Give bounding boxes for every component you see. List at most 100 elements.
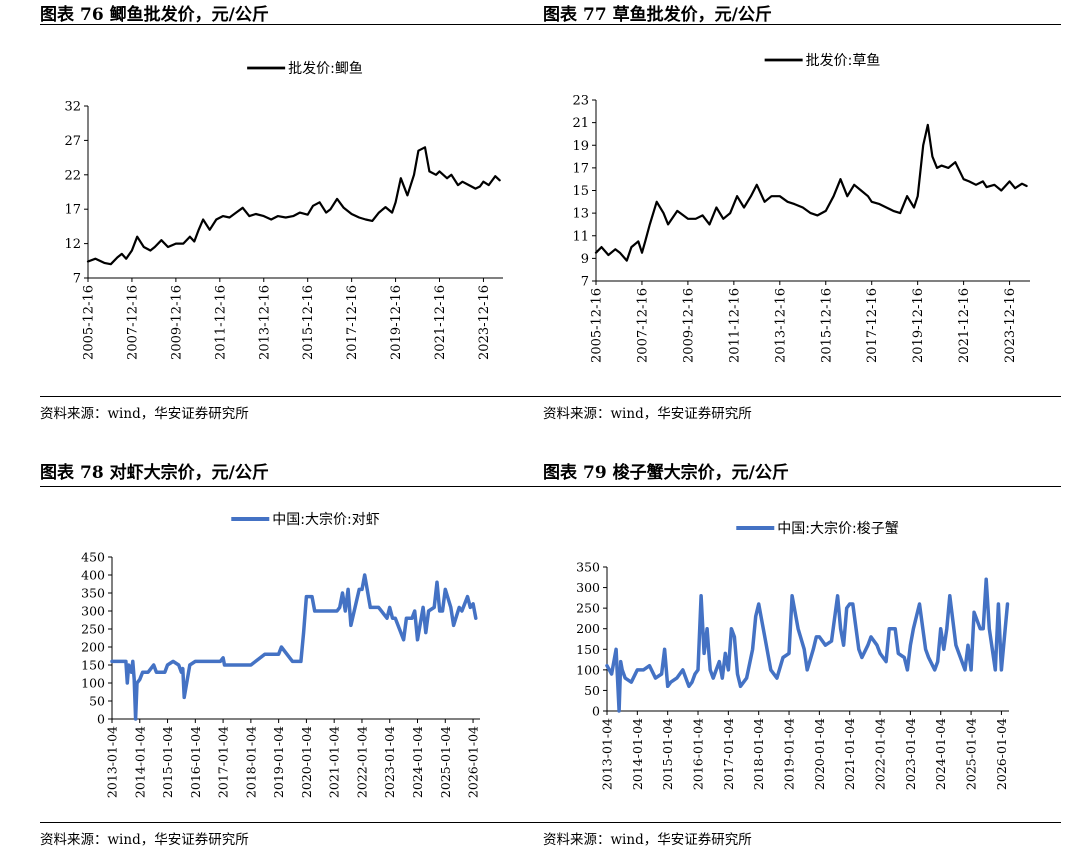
y-tick-label: 450: [81, 550, 105, 565]
legend: 批发价:草鱼: [764, 52, 881, 69]
x-tick-label: 2017-01-04: [721, 718, 736, 790]
legend: 中国:大宗价:梭子蟹: [736, 520, 899, 537]
source-note: 资料来源：wind，华安证券研究所: [40, 832, 249, 848]
title-number: 79: [583, 463, 607, 483]
x-tick-label: 2019-01-04: [271, 726, 286, 798]
x-tick-label: 2009-12-16: [681, 288, 696, 363]
y-tick-label: 0: [592, 704, 600, 719]
x-tick-label: 2013-01-04: [600, 718, 615, 790]
x-tick-label: 2023-12-16: [1003, 288, 1018, 363]
x-tick-label: 2024-01-04: [933, 718, 948, 790]
chart-title: 图表 78 对虾大宗价，元/公斤: [40, 458, 269, 483]
chart-title: 图表 77 草鱼批发价，元/公斤: [543, 0, 772, 25]
x-tick-label: 2020-01-04: [812, 718, 827, 790]
series-line: [110, 573, 478, 721]
x-tick-label: 2005-12-16: [82, 285, 97, 360]
series-line: [86, 146, 501, 266]
legend-label: 中国:大宗价:梭子蟹: [777, 520, 898, 537]
chart-grass-carp: 7 9 11 13 15 17 19 21 23 2005-12-16 2007-12-16 2009…: [572, 52, 1030, 363]
x-tick-label: 2015-01-04: [160, 726, 175, 798]
x-tick-label: 2021-01-04: [842, 718, 857, 790]
title-rule: [40, 486, 558, 487]
y-tick-label: 50: [584, 683, 600, 698]
x-tick-label: 2017-01-04: [216, 726, 231, 798]
x-tick-label: 2007-12-16: [635, 288, 650, 363]
legend-label: 批发价:鲫鱼: [288, 60, 363, 77]
title-text: 鲫鱼批发价，元/公斤: [109, 5, 269, 25]
title-rule: [40, 24, 558, 25]
chart-panel-grass-carp: 图表 77 草鱼批发价，元/公斤 7 9 11 13 15 17 19 21 23 2005-12-1…: [543, 0, 1063, 430]
x-tick-label: 2022-01-04: [873, 718, 888, 790]
x-tick-label: 2005-12-16: [590, 288, 605, 363]
y-tick-label: 100: [576, 662, 600, 677]
x-tick-label: 2015-12-16: [301, 285, 316, 360]
y-tick-label: 150: [576, 642, 600, 657]
chart-panel-swimming-crab: 图表 79 梭子蟹大宗价，元/公斤 0 50 100 150 200 250 300 350 201…: [543, 458, 1063, 855]
series-line: [605, 577, 1010, 713]
source-note: 资料来源：wind，华安证券研究所: [40, 406, 249, 422]
x-tick-label: 2026-01-04: [466, 726, 481, 798]
x-tick-label: 2013-12-16: [773, 288, 788, 363]
y-tick-label: 32: [64, 100, 81, 115]
legend: 中国:大宗价:对虾: [231, 512, 380, 528]
x-tick-label: 2026-01-04: [994, 718, 1009, 790]
y-tick-label: 23: [572, 94, 589, 109]
title-number: 77: [583, 5, 607, 25]
x-tick-label: 2020-01-04: [299, 726, 314, 798]
x-tick-label: 2025-01-04: [438, 726, 453, 798]
y-tick-label: 15: [572, 184, 589, 199]
x-tick-label: 2015-01-04: [660, 718, 675, 790]
title-prefix: 图表: [40, 5, 74, 25]
y-tick-label: 22: [64, 168, 81, 183]
x-tick-label: 2015-12-16: [819, 288, 834, 363]
x-tick-label: 2011-12-16: [213, 285, 228, 360]
chart-title: 图表 79 梭子蟹大宗价，元/公斤: [543, 458, 789, 483]
y-tick-label: 200: [81, 640, 105, 655]
y-tick-label: 7: [73, 272, 81, 287]
title-prefix: 图表: [543, 463, 577, 483]
y-tick-label: 350: [81, 586, 105, 601]
source-note: 资料来源：wind，华安证券研究所: [543, 832, 752, 848]
y-tick-label: 17: [572, 161, 589, 176]
source-note: 资料来源：wind，华安证券研究所: [543, 406, 752, 422]
title-rule: [543, 24, 1061, 25]
legend-label: 批发价:草鱼: [806, 52, 881, 69]
x-tick-label: 2011-12-16: [727, 288, 742, 363]
x-tick-label: 2007-12-16: [125, 285, 140, 360]
y-tick-label: 17: [64, 203, 81, 218]
title-prefix: 图表: [543, 5, 577, 25]
x-tick-label: 2009-12-16: [169, 285, 184, 360]
x-tick-label: 2018-01-04: [751, 718, 766, 790]
chart-panel-shrimp: 图表 78 对虾大宗价，元/公斤 0 50 100 150 200 250 300 350 400 4…: [40, 458, 560, 855]
source-rule: [543, 822, 1061, 823]
y-tick-label: 200: [576, 621, 600, 636]
source-rule: [40, 396, 558, 397]
title-number: 76: [80, 5, 104, 25]
x-tick-label: 2019-12-16: [389, 285, 404, 360]
y-tick-label: 0: [97, 712, 105, 727]
y-tick-label: 12: [64, 237, 81, 252]
x-tick-label: 2023-01-04: [903, 718, 918, 790]
y-tick-label: 300: [576, 580, 600, 595]
legend-label: 中国:大宗价:对虾: [272, 512, 379, 528]
source-rule: [40, 822, 558, 823]
x-tick-label: 2018-01-04: [243, 726, 258, 798]
y-tick-label: 21: [572, 116, 589, 131]
y-tick-label: 400: [81, 568, 105, 583]
title-text: 梭子蟹大宗价，元/公斤: [612, 463, 789, 483]
x-tick-label: 2019-12-16: [911, 288, 926, 363]
chart-title: 图表 76 鲫鱼批发价，元/公斤: [40, 0, 269, 25]
x-tick-label: 2017-12-16: [865, 288, 880, 363]
y-tick-label: 9: [581, 252, 589, 267]
y-tick-label: 13: [572, 207, 589, 222]
title-rule: [543, 486, 1061, 487]
y-tick-label: 11: [572, 229, 589, 244]
x-tick-label: 2014-01-04: [132, 726, 147, 798]
title-text: 草鱼批发价，元/公斤: [612, 5, 772, 25]
x-tick-label: 2019-01-04: [782, 718, 797, 790]
y-tick-label: 50: [89, 694, 105, 709]
y-tick-label: 250: [576, 601, 600, 616]
x-tick-label: 2025-01-04: [964, 718, 979, 790]
series-line: [594, 123, 1028, 262]
y-tick-label: 19: [572, 139, 589, 154]
